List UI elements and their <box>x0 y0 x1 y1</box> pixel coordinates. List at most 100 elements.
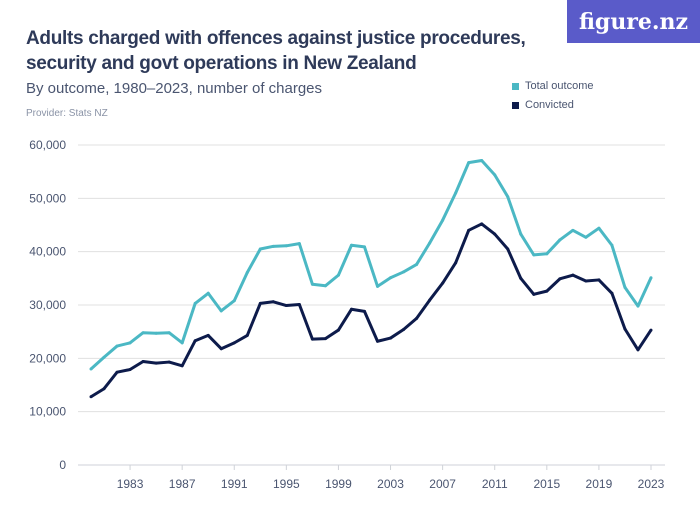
data-point <box>415 262 419 266</box>
data-point <box>571 273 575 277</box>
data-point <box>402 328 406 332</box>
data-point <box>454 261 458 265</box>
data-point <box>493 173 497 177</box>
x-tick-label: 2011 <box>482 477 508 491</box>
data-point <box>441 218 445 222</box>
data-point <box>454 191 458 195</box>
data-point <box>284 304 288 308</box>
y-tick-label: 20,000 <box>29 351 66 365</box>
data-point <box>310 337 314 341</box>
data-point <box>597 278 601 282</box>
data-point <box>441 281 445 285</box>
data-point <box>545 289 549 293</box>
data-point <box>519 232 523 236</box>
data-point <box>219 347 223 351</box>
data-point <box>545 252 549 256</box>
data-point <box>297 302 301 306</box>
data-point <box>636 304 640 308</box>
x-tick-label: 1991 <box>221 477 248 491</box>
legend-item-convicted: Convicted <box>512 99 593 111</box>
data-point <box>310 282 314 286</box>
data-point <box>389 336 393 340</box>
data-point <box>532 292 536 296</box>
y-tick-label: 40,000 <box>29 245 66 259</box>
data-point <box>128 341 132 345</box>
chart-subtitle: By outcome, 1980–2023, number of charges <box>26 80 323 97</box>
data-point <box>336 328 340 332</box>
data-point <box>349 243 353 247</box>
data-point <box>271 300 275 304</box>
x-tick-label: 2015 <box>533 477 560 491</box>
data-point <box>154 361 158 365</box>
x-tick-label: 1999 <box>325 477 352 491</box>
data-point <box>532 253 536 257</box>
data-point <box>141 331 145 335</box>
legend-swatch <box>512 82 519 90</box>
data-point <box>428 241 432 245</box>
data-point <box>610 291 614 295</box>
data-point <box>258 247 262 251</box>
data-point <box>506 195 510 199</box>
data-point <box>415 316 419 320</box>
data-point <box>519 276 523 280</box>
x-tick-label: 1987 <box>169 477 196 491</box>
data-point <box>245 270 249 274</box>
data-point <box>558 238 562 242</box>
data-point <box>362 309 366 313</box>
provider-label: Provider: Stats NZ <box>26 108 108 119</box>
figure-nz-logo[interactable]: figure.nz <box>567 0 700 43</box>
data-point <box>167 331 171 335</box>
y-tick-label: 30,000 <box>29 298 66 312</box>
data-point <box>610 243 614 247</box>
y-tick-label: 0 <box>59 458 66 472</box>
x-tick-label: 2007 <box>429 477 456 491</box>
data-point <box>115 370 119 374</box>
data-point <box>493 232 497 236</box>
data-point <box>193 301 197 305</box>
legend-label: Total outcome <box>525 80 594 92</box>
y-tick-label: 50,000 <box>29 191 66 205</box>
data-point <box>193 339 197 343</box>
data-point <box>467 161 471 165</box>
data-point <box>506 247 510 251</box>
data-point <box>219 309 223 313</box>
data-point <box>649 328 653 332</box>
data-point <box>284 244 288 248</box>
data-point <box>297 242 301 246</box>
x-tick-label: 1983 <box>117 477 144 491</box>
x-tick-label: 2003 <box>377 477 404 491</box>
data-point <box>180 364 184 368</box>
data-point <box>271 244 275 248</box>
data-point <box>245 333 249 337</box>
data-point <box>89 395 93 399</box>
data-point <box>102 387 106 391</box>
data-point <box>115 344 119 348</box>
y-tick-label: 10,000 <box>29 405 66 419</box>
data-point <box>180 341 184 345</box>
data-point <box>376 284 380 288</box>
data-point <box>232 341 236 345</box>
data-point <box>558 277 562 281</box>
data-point <box>571 228 575 232</box>
data-point <box>154 331 158 335</box>
data-point <box>402 270 406 274</box>
data-point <box>584 235 588 239</box>
data-point <box>89 367 93 371</box>
legend-label: Convicted <box>525 99 574 111</box>
data-point <box>206 333 210 337</box>
data-point <box>428 298 432 302</box>
legend-item-total: Total outcome <box>512 80 593 92</box>
data-point <box>376 339 380 343</box>
data-point <box>480 222 484 226</box>
data-point <box>323 284 327 288</box>
legend: Total outcome Convicted <box>512 80 593 118</box>
data-point <box>584 279 588 283</box>
data-point <box>623 285 627 289</box>
data-point <box>349 307 353 311</box>
data-point <box>336 273 340 277</box>
data-point <box>597 226 601 230</box>
y-tick-label: 60,000 <box>29 138 66 152</box>
chart-title: Adults charged with offences against jus… <box>26 28 526 74</box>
data-point <box>636 348 640 352</box>
data-point <box>323 337 327 341</box>
